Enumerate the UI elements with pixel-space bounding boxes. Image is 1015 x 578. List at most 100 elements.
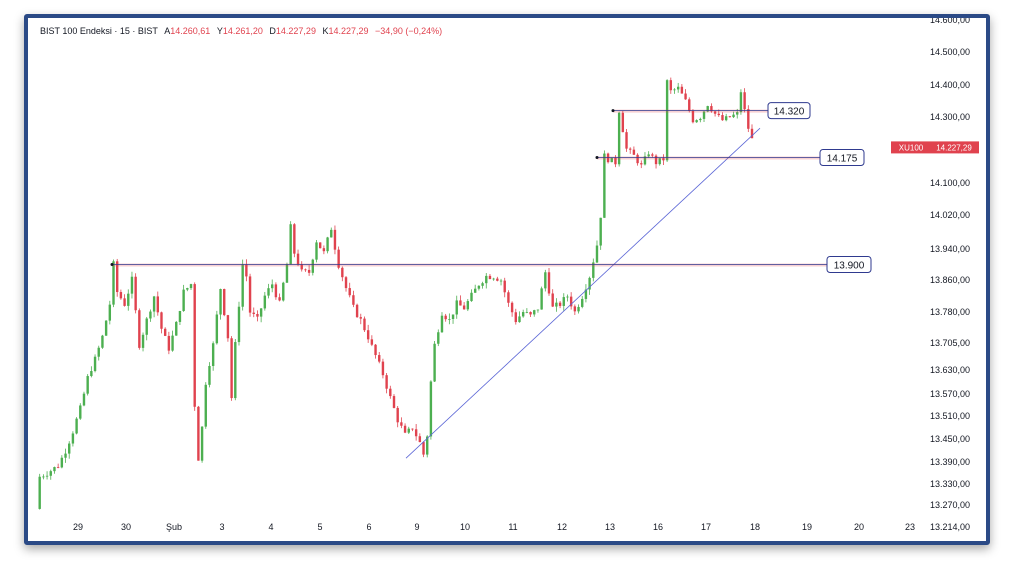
candle-body bbox=[315, 242, 318, 260]
candle-body bbox=[378, 355, 381, 362]
candle-body bbox=[724, 116, 728, 121]
candle-body bbox=[407, 428, 410, 433]
candle-body bbox=[64, 453, 67, 458]
x-tick-label: 11 bbox=[508, 522, 517, 532]
candle-body bbox=[175, 321, 178, 336]
candle-body bbox=[496, 278, 499, 281]
candle-body bbox=[581, 298, 584, 307]
candle-body bbox=[307, 269, 311, 273]
candle-body bbox=[492, 278, 495, 280]
y-tick-label: 14.500,00 bbox=[930, 47, 970, 57]
candle-body bbox=[337, 249, 340, 268]
candle-body bbox=[533, 310, 536, 315]
candle-body bbox=[473, 288, 477, 293]
candle-body bbox=[702, 111, 706, 119]
candle-body bbox=[285, 264, 289, 283]
candle-body bbox=[610, 157, 613, 163]
level-label: 13.900 bbox=[834, 261, 865, 272]
candle-body bbox=[93, 356, 97, 372]
candle-body bbox=[344, 277, 348, 289]
candle-body bbox=[555, 302, 558, 307]
y-tick-label: 13.390,00 bbox=[930, 457, 970, 467]
candle-body bbox=[569, 296, 573, 307]
candle-body bbox=[68, 443, 71, 454]
candle-body bbox=[123, 298, 126, 306]
candle-body bbox=[558, 302, 562, 306]
x-tick-label: 12 bbox=[557, 522, 567, 532]
trendline bbox=[405, 127, 761, 459]
candle-body bbox=[381, 361, 385, 376]
x-tick-label: 19 bbox=[802, 522, 812, 532]
candle-body bbox=[156, 296, 159, 313]
candle-body bbox=[477, 285, 481, 289]
candle-body bbox=[418, 436, 422, 443]
candle-body bbox=[293, 224, 296, 254]
candle-body bbox=[448, 318, 451, 320]
candle-body bbox=[45, 475, 49, 477]
level-label-box bbox=[819, 149, 865, 166]
candle-body bbox=[562, 297, 565, 306]
x-tick-label: 20 bbox=[854, 522, 864, 532]
candle-body bbox=[374, 344, 377, 356]
candle-body bbox=[304, 269, 307, 271]
level-band bbox=[112, 263, 827, 267]
candle-body bbox=[669, 80, 673, 91]
candle-body bbox=[97, 347, 100, 357]
candle-body bbox=[518, 316, 521, 323]
x-tick-label: 23 bbox=[905, 522, 915, 532]
candle-body bbox=[178, 311, 182, 322]
candle-body bbox=[53, 467, 56, 472]
x-tick-label: 17 bbox=[701, 522, 711, 532]
candle-body bbox=[599, 217, 602, 246]
candle-body bbox=[588, 277, 591, 290]
candle-body bbox=[662, 158, 665, 161]
candle-body bbox=[684, 93, 687, 100]
candle-body bbox=[208, 365, 211, 385]
candle-body bbox=[82, 393, 86, 406]
candle-body bbox=[691, 110, 695, 123]
candle-body bbox=[573, 306, 577, 312]
level-label-box bbox=[767, 102, 811, 120]
y-tick-label: 14.100,00 bbox=[930, 178, 970, 188]
open-label: A bbox=[164, 26, 171, 36]
candle-body bbox=[540, 288, 543, 310]
x-tick-label: 9 bbox=[414, 522, 419, 532]
candle-body bbox=[330, 229, 333, 238]
price-chart[interactable]: 29 30 Şub 3 4 5 6 9 10 11 12 13 16 17 18 19 20 23 14.600,0… bbox=[28, 18, 986, 541]
candle-body bbox=[422, 442, 425, 455]
candle-body bbox=[366, 330, 370, 340]
low-value: 14.227,29 bbox=[275, 26, 316, 36]
y-tick-label: 13.940,00 bbox=[930, 244, 970, 254]
candle-body bbox=[186, 288, 189, 290]
candle-body bbox=[614, 157, 617, 165]
candle-body bbox=[182, 289, 185, 312]
candle-body bbox=[466, 301, 470, 310]
candle-body bbox=[485, 275, 488, 284]
y-tick-label: 13.780,00 bbox=[930, 307, 970, 317]
close-value: 14.227,29 bbox=[328, 26, 369, 36]
candle-body bbox=[278, 297, 281, 301]
candle-body bbox=[636, 154, 639, 164]
candle-body bbox=[658, 158, 661, 165]
candle-body bbox=[503, 280, 506, 293]
candle-body bbox=[282, 282, 285, 301]
candle-body bbox=[219, 289, 222, 315]
candle-body bbox=[49, 471, 52, 476]
candle-body bbox=[444, 315, 447, 320]
candle-body bbox=[584, 289, 588, 299]
candle-body bbox=[318, 242, 322, 249]
candle-body bbox=[536, 309, 540, 311]
candle-body bbox=[721, 115, 724, 121]
candle-body bbox=[252, 312, 255, 314]
y-tick-label: 14.020,00 bbox=[930, 210, 970, 220]
candle-body bbox=[259, 308, 263, 317]
candle-body bbox=[79, 405, 82, 419]
candle-body bbox=[138, 310, 141, 348]
candle-body bbox=[747, 109, 750, 129]
candle-body bbox=[130, 276, 134, 294]
y-tick-label: 13.214,00 bbox=[930, 522, 970, 532]
candle-body bbox=[389, 388, 392, 397]
price-tag-symbol: XU100 bbox=[899, 143, 924, 152]
candle-body bbox=[56, 467, 60, 468]
candle-body bbox=[717, 113, 720, 116]
